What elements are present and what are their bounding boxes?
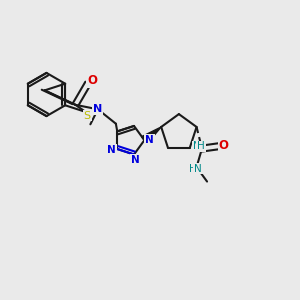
Text: O: O: [87, 74, 97, 87]
Text: N: N: [130, 155, 139, 165]
Text: N: N: [107, 145, 116, 155]
Polygon shape: [142, 127, 161, 144]
Text: N: N: [145, 135, 154, 145]
Text: N: N: [193, 141, 200, 151]
Text: O: O: [219, 139, 229, 152]
Text: N: N: [194, 164, 202, 174]
Text: N: N: [93, 104, 103, 114]
Text: H: H: [189, 164, 197, 174]
Text: S: S: [84, 111, 91, 121]
Text: H: H: [197, 141, 205, 151]
